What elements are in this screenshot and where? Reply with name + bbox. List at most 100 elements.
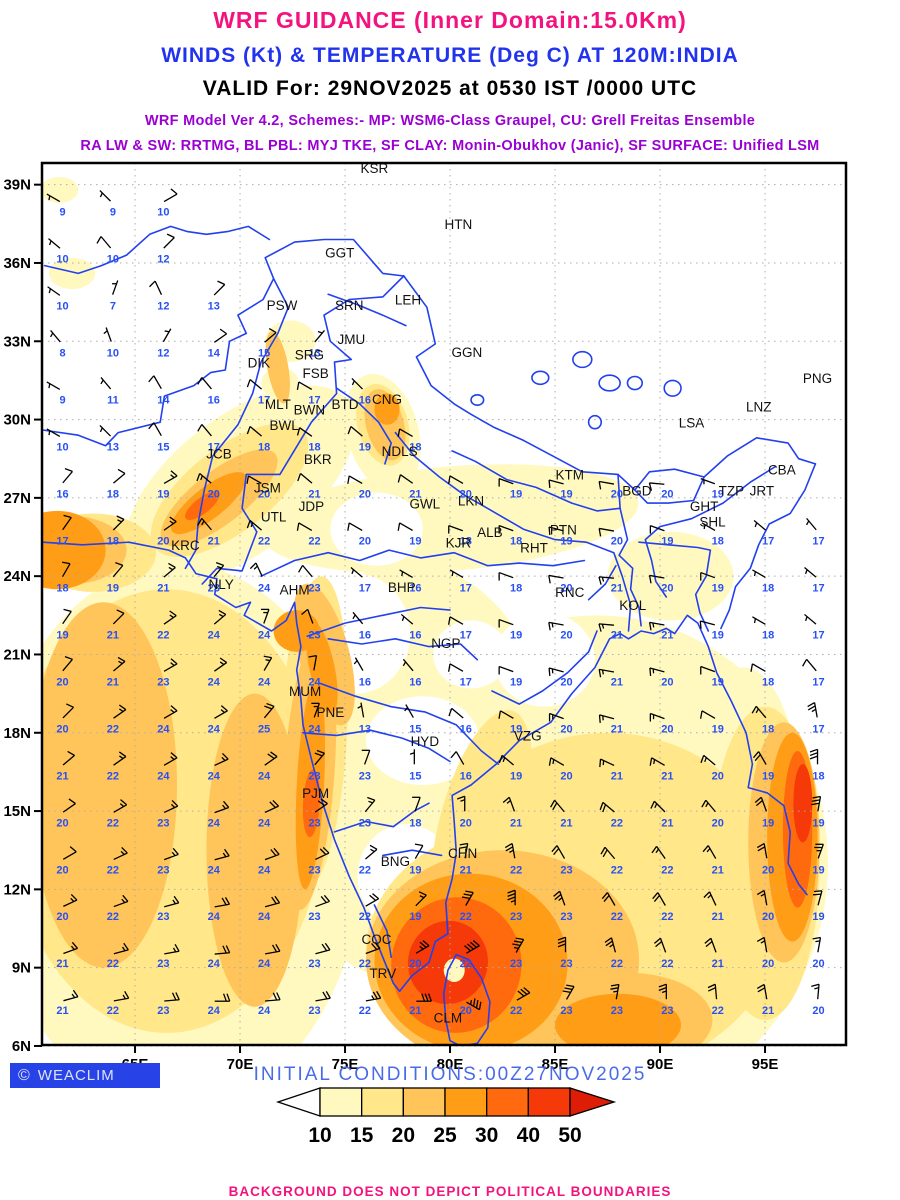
city-label: UTL [261, 509, 287, 524]
city-label: GWL [409, 496, 440, 511]
shading-blob [330, 492, 423, 566]
boundary-path [335, 387, 392, 465]
wind-barb [652, 892, 666, 906]
wind-barb [550, 799, 565, 813]
wind-barb [804, 566, 817, 578]
boundary-path [43, 225, 271, 275]
temp-value: 10 [107, 254, 119, 266]
temp-value: 17 [460, 582, 472, 594]
wind-barb [598, 668, 615, 678]
boundary-path [382, 849, 443, 857]
temp-value: 20 [560, 770, 572, 782]
wind-barb [264, 327, 277, 343]
city-label: CLM [434, 1010, 463, 1025]
wind-barb [814, 843, 824, 859]
boundary-path [302, 729, 451, 763]
wind-barb [264, 799, 279, 814]
wind-barb [416, 993, 432, 1002]
wind-barb [464, 940, 480, 954]
wind-barb [805, 517, 817, 531]
temp-value: 7 [110, 301, 116, 313]
wind-barb [498, 710, 514, 719]
temp-value: 17 [308, 394, 320, 406]
temp-value: 22 [107, 1005, 119, 1017]
wind-barb [456, 795, 466, 812]
temp-value: 20 [56, 676, 68, 688]
wind-barb [752, 751, 767, 765]
wind-barb [365, 893, 380, 907]
temp-value: 22 [157, 629, 169, 641]
temp-value: 19 [812, 911, 824, 923]
shading-blob [366, 696, 480, 785]
temp-value: 16 [359, 676, 371, 688]
temp-value: 18 [409, 441, 421, 453]
temp-value: 16 [56, 488, 68, 500]
wind-barb [163, 705, 178, 719]
temp-value: 18 [308, 441, 320, 453]
temp-value: 16 [208, 394, 220, 406]
shading-blob [184, 491, 220, 521]
temp-value: 24 [208, 770, 221, 782]
wind-barb [113, 704, 127, 719]
wind-barb [700, 477, 716, 485]
temp-value: 21 [157, 582, 169, 594]
temp-value: 22 [712, 1005, 724, 1017]
wind-barb [62, 655, 73, 672]
temp-value: 20 [712, 817, 724, 829]
wind-barb [113, 468, 126, 484]
temp-value: 20 [661, 488, 673, 500]
temp-value: 21 [661, 817, 673, 829]
temp-value: 10 [56, 301, 68, 313]
wind-barb [700, 754, 716, 766]
wind-barb [265, 992, 281, 1002]
wind-barb [264, 847, 280, 861]
wind-barb [409, 749, 415, 765]
temp-value: 9 [110, 207, 116, 219]
wind-barb [163, 516, 177, 531]
temp-value: 20 [258, 488, 270, 500]
wind-barb [314, 749, 325, 766]
temp-value: 19 [510, 676, 522, 688]
wind-barb [648, 482, 665, 491]
city-label: CNG [372, 392, 402, 407]
wind-barb [246, 519, 263, 531]
temp-value: 23 [157, 958, 169, 970]
city-label: KRC [171, 538, 200, 553]
temp-value: 18 [762, 676, 774, 688]
temp-value: 17 [258, 394, 270, 406]
temp-value: 19 [409, 864, 421, 876]
city-label: NDLS [382, 444, 418, 459]
temp-value: 20 [56, 864, 68, 876]
lat-tick-label: 24N [3, 568, 31, 585]
wind-barb [812, 936, 822, 953]
wind-barb [498, 754, 515, 766]
temp-value: 20 [762, 911, 774, 923]
wind-barb [548, 479, 564, 489]
wind-barb [352, 611, 364, 625]
wind-barb [548, 621, 564, 631]
temp-value: 24 [208, 1005, 221, 1017]
temp-value: 24 [258, 864, 271, 876]
temp-value: 21 [56, 770, 68, 782]
temp-value: 20 [560, 676, 572, 688]
wind-barb [214, 945, 231, 955]
temp-value: 21 [409, 488, 421, 500]
city-label: PNG [803, 371, 832, 386]
temp-value: 19 [762, 770, 774, 782]
wind-barb [600, 846, 616, 860]
temp-value: 19 [812, 817, 824, 829]
city-label: JCB [206, 447, 232, 462]
temp-value: 22 [460, 911, 472, 923]
wind-barb [701, 522, 716, 531]
temp-value: 24 [208, 629, 221, 641]
shading-blob [443, 958, 465, 983]
wind-barb [62, 468, 73, 484]
temp-value: 20 [208, 488, 220, 500]
boundary-path [42, 238, 405, 447]
temp-value: 19 [712, 488, 724, 500]
wind-barb [753, 519, 767, 531]
temp-value: 22 [107, 770, 119, 782]
wind-barb [164, 992, 180, 1002]
wind-barb [246, 379, 263, 390]
wind-barb [498, 618, 514, 628]
